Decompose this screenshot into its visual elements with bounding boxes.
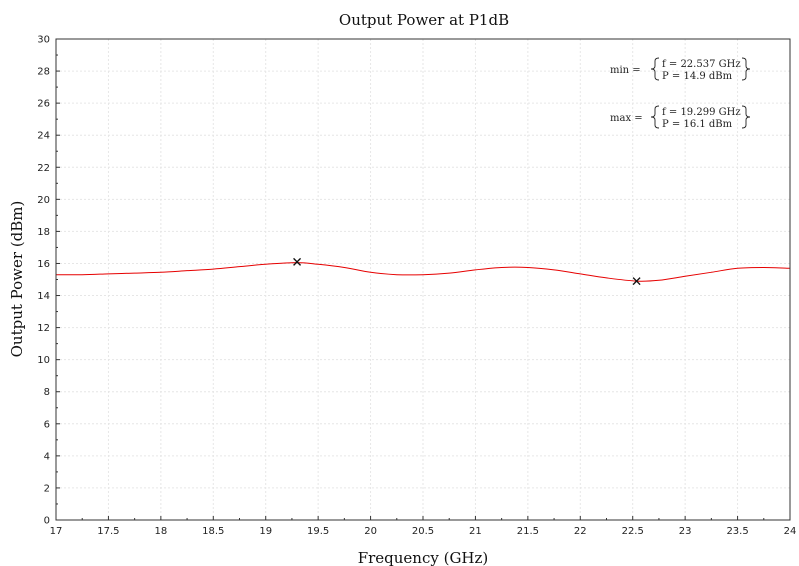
annotation-min-power: P = 14.9 dBm <box>662 71 733 82</box>
annotation-min-label: min = <box>610 65 641 76</box>
annotation-max-power: P = 16.1 dBm <box>662 119 733 130</box>
extremum-marker-1 <box>632 277 641 286</box>
y-tick-label: 16 <box>37 259 50 270</box>
series-layer <box>55 262 791 282</box>
y-tick-label: 18 <box>37 227 50 238</box>
annotation-min-frequency: f = 22.537 GHz <box>662 59 741 70</box>
x-tick-label: 22 <box>574 526 587 537</box>
x-tick-label: 23.5 <box>726 526 748 537</box>
annotation-min: min = f = 22.537 GHz P = 14.9 dBm <box>610 57 751 82</box>
y-tick-label: 26 <box>37 99 50 110</box>
marker-layer <box>293 257 641 286</box>
x-tick-label: 17 <box>50 526 63 537</box>
x-tick-label: 19 <box>259 526 272 537</box>
annotation-max-label: max = <box>610 113 643 124</box>
y-tick-label: 28 <box>37 67 50 78</box>
annotation-max-frequency: f = 19.299 GHz <box>662 107 741 118</box>
y-tick-label: 4 <box>44 451 50 462</box>
y-tick-label: 0 <box>44 516 50 527</box>
grid <box>56 39 790 520</box>
x-tick-label: 24 <box>784 526 797 537</box>
y-tick-label: 14 <box>37 291 50 302</box>
x-tick-label: 20.5 <box>412 526 434 537</box>
x-tick-label: 18 <box>154 526 167 537</box>
annotation-max: max = f = 19.299 GHz P = 16.1 dBm <box>610 105 751 130</box>
annotation-min-left-brace <box>650 57 660 81</box>
y-tick-label: 8 <box>44 387 50 398</box>
x-tick-label: 22.5 <box>622 526 644 537</box>
y-tick-label: 22 <box>37 163 50 174</box>
x-tick-label: 23 <box>679 526 692 537</box>
chart-title: Output Power at P1dB <box>339 11 509 29</box>
series-line-0 <box>55 262 791 282</box>
y-tick-label: 20 <box>37 195 50 206</box>
y-tick-label: 2 <box>44 483 50 494</box>
y-tick-label: 6 <box>44 419 50 430</box>
y-tick-label: 30 <box>37 35 50 46</box>
x-tick-label: 21.5 <box>517 526 539 537</box>
y-axis-label: Output Power (dBm) <box>8 201 26 358</box>
x-tick-label: 21 <box>469 526 482 537</box>
x-tick-label: 20 <box>364 526 377 537</box>
extremum-marker-0 <box>293 257 302 266</box>
y-tick-label: 12 <box>37 323 50 334</box>
x-axis-label: Frequency (GHz) <box>358 549 489 566</box>
x-tick-label: 17.5 <box>97 526 119 537</box>
annotation-max-left-brace <box>650 105 660 129</box>
annotation-min-right-brace <box>741 57 751 81</box>
y-tick-label: 10 <box>37 355 50 366</box>
x-tick-label: 18.5 <box>202 526 224 537</box>
tick-layer: 17 17.5 18 18.5 19 19.5 20 20.5 21 21.5 22 22.5 23 23… <box>37 35 796 538</box>
annotation-max-right-brace <box>741 105 751 129</box>
y-tick-label: 24 <box>37 131 50 142</box>
x-tick-label: 19.5 <box>307 526 329 537</box>
